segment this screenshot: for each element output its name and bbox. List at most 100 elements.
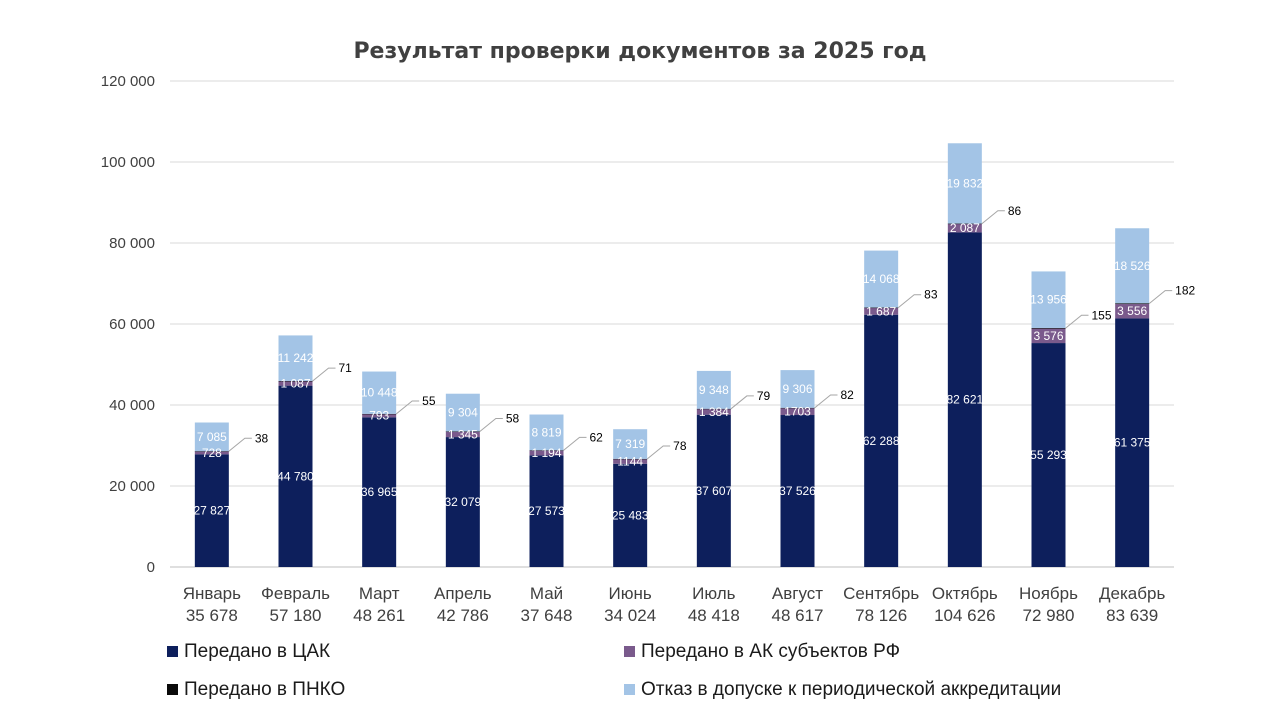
data-label: 83 xyxy=(924,288,938,302)
data-label: 38 xyxy=(255,431,269,445)
bar-segment xyxy=(362,413,397,415)
data-label: 14 068 xyxy=(863,272,900,286)
y-axis: 0 20 000 40 000 60 000 80 000 100 000 120 000 xyxy=(101,73,155,576)
data-label: 55 293 xyxy=(1030,448,1067,462)
bars xyxy=(194,143,1150,567)
bar-segment xyxy=(780,407,815,409)
bar-segment xyxy=(947,223,982,225)
x-category-total: 78 126 xyxy=(855,606,907,625)
data-label: 2 087 xyxy=(950,221,980,235)
x-category-total: 104 626 xyxy=(934,606,995,625)
data-label: 13 956 xyxy=(1030,293,1067,307)
data-label: 1 687 xyxy=(866,304,896,318)
x-category-total: 35 678 xyxy=(186,606,238,625)
bar-segment xyxy=(194,451,229,455)
bar-segment xyxy=(947,143,982,224)
data-label: 11 242 xyxy=(278,351,314,365)
data-label: 62 xyxy=(590,430,604,444)
x-category-label: Февраль xyxy=(261,584,330,603)
bar-segment xyxy=(278,335,313,381)
leader-line xyxy=(563,436,587,451)
y-tick-label: 40 000 xyxy=(109,397,155,414)
data-label: 7 319 xyxy=(615,437,645,451)
bar-segment xyxy=(445,431,480,438)
bar-segment xyxy=(194,451,229,452)
data-label: 19 832 xyxy=(946,176,983,190)
data-label: 3 556 xyxy=(1117,304,1147,318)
bar-segment xyxy=(529,450,564,456)
bar-segment xyxy=(613,459,648,464)
data-label: 37 526 xyxy=(779,484,816,498)
leader-line xyxy=(981,210,1005,225)
x-category-total: 57 180 xyxy=(270,606,322,625)
bar-segment xyxy=(278,385,313,567)
bar-segment xyxy=(1031,271,1066,328)
data-label: 82 621 xyxy=(946,393,983,407)
y-tick-label: 60 000 xyxy=(109,316,155,333)
bar-segment xyxy=(864,314,899,567)
bar-segment xyxy=(529,414,564,451)
bar-segment xyxy=(1115,318,1150,567)
x-category-label: Апрель xyxy=(434,584,492,603)
bar-segment xyxy=(696,409,731,415)
data-label: 1703 xyxy=(784,405,811,419)
data-label: 61 375 xyxy=(1114,436,1151,450)
bar-segment xyxy=(1031,328,1066,344)
x-category-label: Август xyxy=(772,584,823,603)
bar-segment xyxy=(780,415,815,567)
bar-segment xyxy=(362,417,397,567)
legend-swatch xyxy=(167,684,178,695)
bar-segment xyxy=(864,250,899,308)
leader-line xyxy=(228,437,252,452)
bar-segment xyxy=(362,371,397,414)
bar-segment xyxy=(445,437,480,567)
data-label: 86 xyxy=(1008,204,1022,218)
bar-segment xyxy=(780,370,815,408)
bar-segment xyxy=(947,232,982,567)
x-category-label: Январь xyxy=(183,584,241,603)
data-label: 9 304 xyxy=(448,406,478,420)
bar-segment xyxy=(613,429,648,459)
bar-segment xyxy=(696,370,731,409)
data-label: 1144 xyxy=(617,454,643,468)
bar-segment xyxy=(613,458,648,460)
data-label: 62 288 xyxy=(863,434,900,448)
data-label: 79 xyxy=(757,389,771,403)
bar-segment xyxy=(362,414,397,418)
bar-segment xyxy=(696,408,731,410)
leader-line xyxy=(1148,290,1173,305)
leader-line xyxy=(479,418,503,432)
data-labels: 27 827 728 38 7 085 44 780 1 087 71 11 242 36 96… xyxy=(193,176,1195,522)
x-category-label: Ноябрь xyxy=(1019,584,1078,603)
data-label: 10 448 xyxy=(361,386,398,400)
x-category-label: Май xyxy=(530,584,563,603)
bar-segment xyxy=(864,307,899,315)
bar-segment xyxy=(1115,228,1150,304)
data-label: 27 573 xyxy=(528,504,565,518)
data-label: 36 965 xyxy=(361,485,398,499)
x-axis: Январь 35 678 Февраль 57 180 Март 48 261 Апрел… xyxy=(183,584,1166,625)
x-category-total: 72 980 xyxy=(1023,606,1075,625)
x-category-label: Октябрь xyxy=(932,584,998,603)
leader-line xyxy=(897,294,922,309)
y-tick-label: 100 000 xyxy=(101,154,155,171)
x-category-total: 42 786 xyxy=(437,606,489,625)
legend-entry: Передано в ЦАК xyxy=(184,641,330,662)
x-category-total: 37 648 xyxy=(521,606,573,625)
data-label: 155 xyxy=(1092,308,1112,322)
legend-entry: Передано в ПНКО xyxy=(184,679,345,700)
data-label: 1 087 xyxy=(280,376,310,390)
data-label: 58 xyxy=(506,412,520,426)
legend-entry: Отказ в допуске к периодической аккредит… xyxy=(641,679,1061,700)
x-category-total: 83 639 xyxy=(1106,606,1158,625)
bar-segment xyxy=(696,414,731,567)
legend-swatch xyxy=(624,684,635,695)
data-label: 1 384 xyxy=(699,405,729,419)
x-category-total: 48 261 xyxy=(353,606,405,625)
data-label: 8 819 xyxy=(531,425,561,439)
legend-entry: Передано в АК субъектов РФ xyxy=(641,641,900,662)
data-label: 793 xyxy=(369,409,389,423)
legend: Передано в ЦАК Передано в АК субъектов РФ… xyxy=(167,641,1061,700)
data-label: 3 576 xyxy=(1033,329,1063,343)
data-label: 25 483 xyxy=(612,508,649,522)
